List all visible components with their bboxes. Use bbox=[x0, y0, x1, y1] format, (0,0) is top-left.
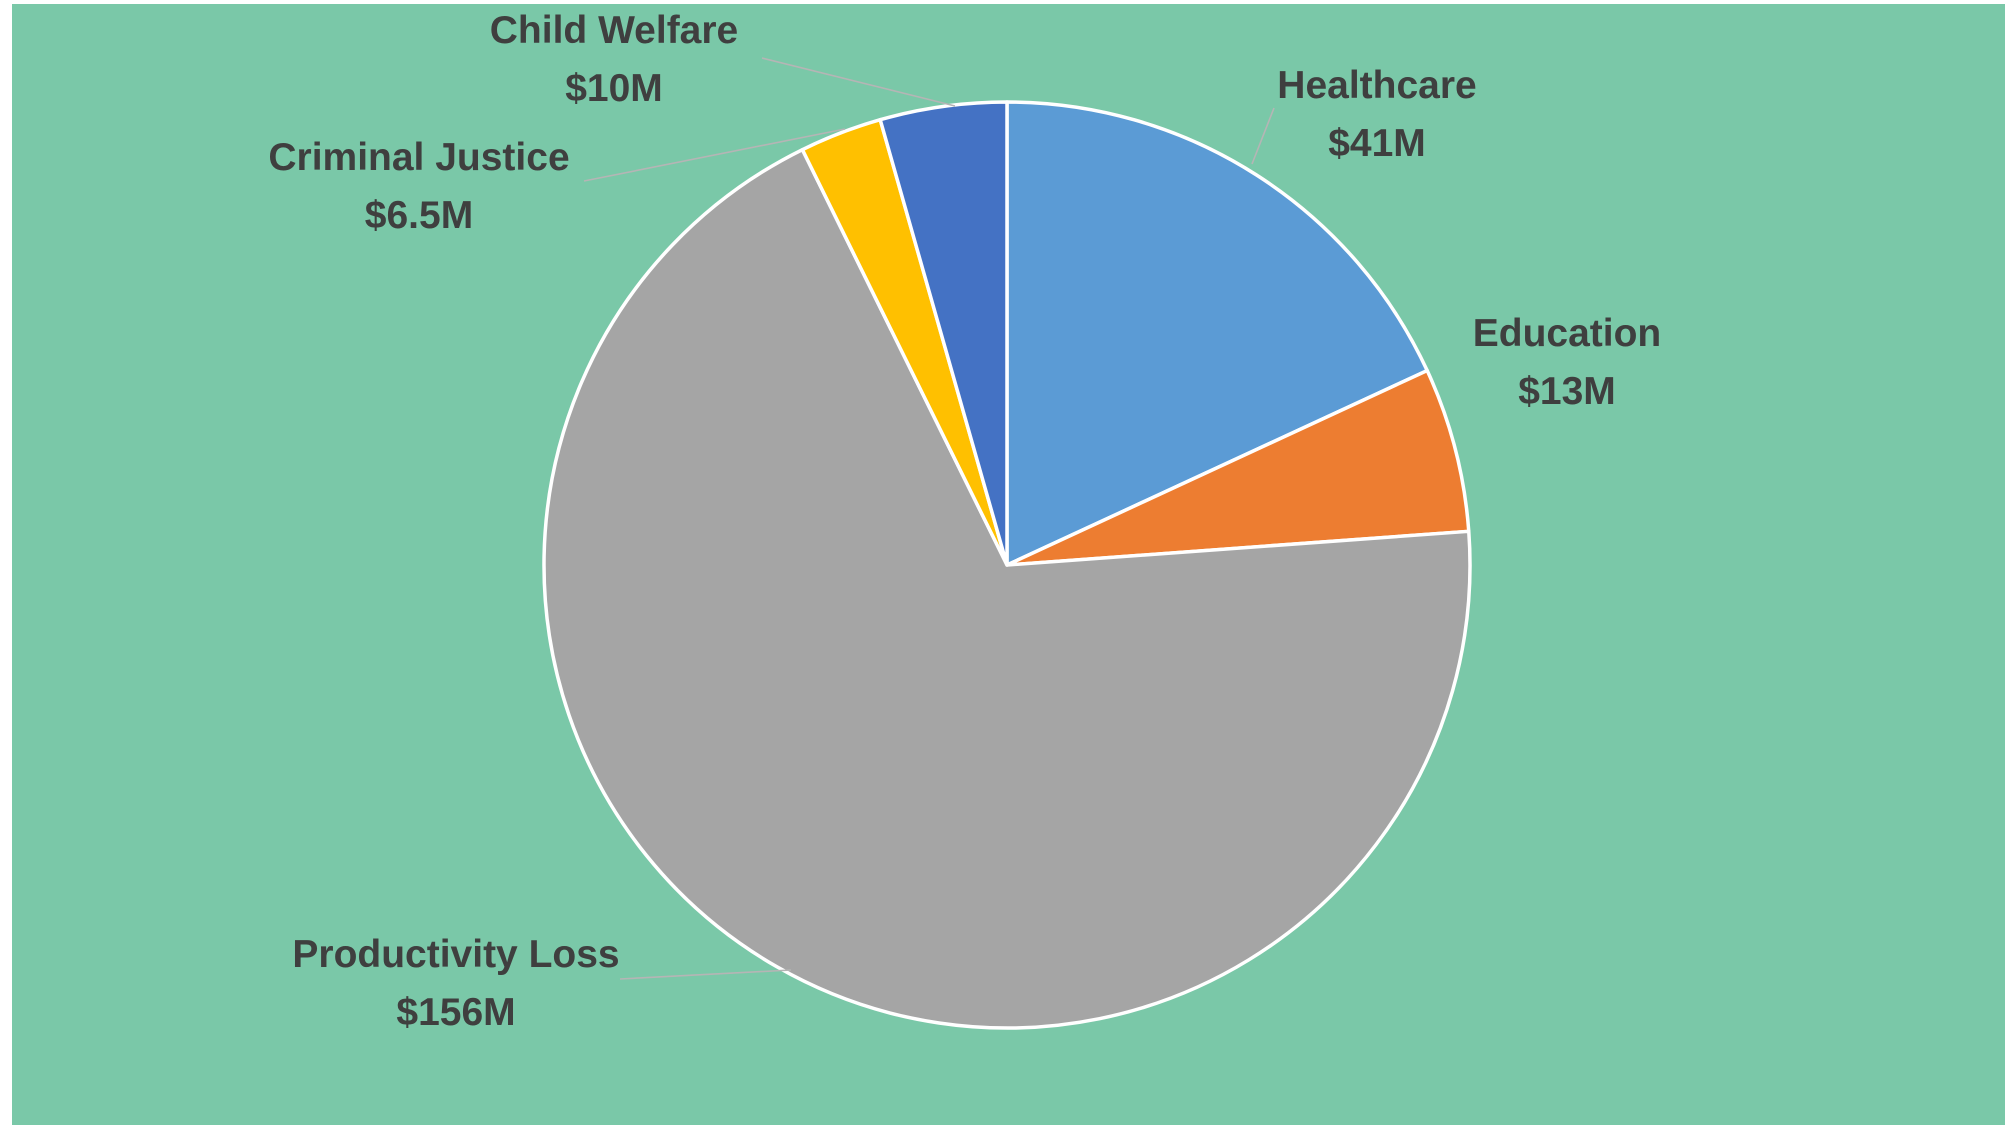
leader-line-criminal-justice bbox=[583, 128, 846, 182]
value-label-criminal-justice: $6.5M bbox=[365, 194, 473, 237]
pie-slice-child-welfare bbox=[878, 100, 1009, 567]
category-label-criminal-justice: Criminal Justice bbox=[268, 136, 569, 179]
chart-panel: Healthcare $41M Education $13M Productivity … bbox=[12, 4, 2005, 1125]
pie-slice-education bbox=[1005, 368, 1471, 567]
data-labels: Healthcare $41M Education $13M Productivity … bbox=[268, 9, 1661, 1034]
value-label-child-welfare: $10M bbox=[565, 67, 663, 110]
value-label-productivity-loss: $156M bbox=[396, 991, 515, 1034]
category-label-education: Education bbox=[1473, 312, 1662, 355]
pie-chart: Healthcare $41M Education $13M Productivity … bbox=[268, 9, 1661, 1034]
leader-lines bbox=[583, 57, 1275, 980]
leader-line-healthcare bbox=[1251, 107, 1275, 165]
category-label-child-welfare: Child Welfare bbox=[490, 9, 739, 52]
pie-slice-healthcare bbox=[1005, 100, 1429, 567]
pie-slices bbox=[542, 100, 1472, 1030]
pie-slice-productivity-loss bbox=[542, 147, 1472, 1030]
category-label-healthcare: Healthcare bbox=[1277, 64, 1476, 107]
leader-line-child-welfare bbox=[761, 57, 956, 107]
leader-line-productivity-loss bbox=[619, 969, 792, 980]
value-label-healthcare: $41M bbox=[1328, 122, 1426, 165]
value-label-education: $13M bbox=[1518, 370, 1616, 413]
category-label-productivity-loss: Productivity Loss bbox=[292, 933, 619, 976]
